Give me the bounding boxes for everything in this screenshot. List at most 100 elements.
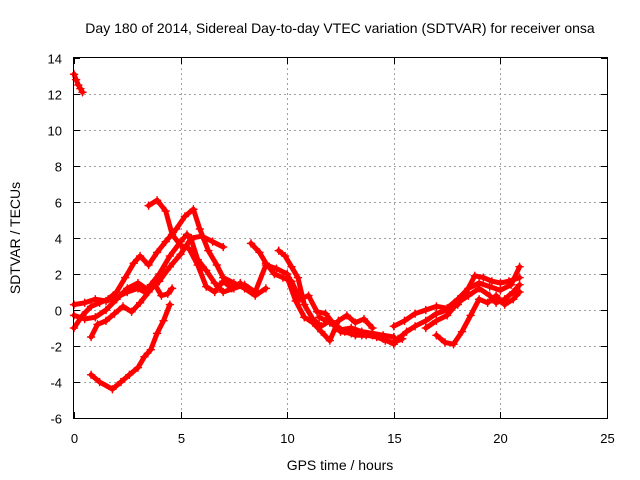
data-point bbox=[210, 278, 219, 288]
y-tick-label: 10 bbox=[48, 124, 62, 139]
data-point bbox=[91, 312, 100, 322]
data-point bbox=[155, 276, 164, 286]
data-point bbox=[172, 224, 181, 234]
series-arc-7 bbox=[144, 195, 245, 297]
data-point bbox=[163, 289, 173, 299]
data-point bbox=[125, 370, 134, 380]
data-point bbox=[118, 302, 128, 311]
data-point bbox=[449, 339, 458, 349]
data-point bbox=[457, 327, 467, 336]
data-point bbox=[246, 239, 256, 248]
chart-title: Day 180 of 2014, Sidereal Day-to-day VTE… bbox=[85, 20, 595, 36]
y-tick-label: 4 bbox=[55, 232, 62, 247]
data-point bbox=[485, 291, 494, 300]
data-point bbox=[103, 294, 113, 304]
data-point bbox=[342, 311, 352, 320]
data-point bbox=[144, 201, 153, 210]
data-point bbox=[197, 231, 207, 241]
series-arc-8 bbox=[246, 239, 407, 347]
series-layer bbox=[69, 69, 524, 394]
data-point bbox=[393, 334, 403, 344]
data-point bbox=[101, 305, 111, 315]
data-point bbox=[515, 262, 524, 272]
data-point bbox=[280, 251, 290, 261]
x-tick-label: 25 bbox=[600, 431, 614, 446]
data-point bbox=[255, 248, 264, 257]
data-point bbox=[453, 298, 463, 308]
data-point bbox=[157, 291, 166, 300]
x-tick-labels: 0 5 10 15 20 25 bbox=[71, 431, 615, 446]
y-tick-label: 0 bbox=[55, 304, 62, 319]
data-point bbox=[421, 323, 431, 333]
data-point bbox=[133, 278, 143, 288]
data-point bbox=[135, 298, 145, 308]
data-point bbox=[474, 294, 484, 304]
data-point bbox=[146, 345, 156, 354]
data-point bbox=[351, 318, 360, 327]
data-point bbox=[293, 273, 303, 282]
data-point bbox=[421, 305, 431, 315]
data-point bbox=[227, 284, 237, 293]
data-point bbox=[389, 339, 399, 349]
data-point bbox=[110, 309, 119, 318]
data-point bbox=[101, 316, 111, 326]
data-point bbox=[93, 320, 102, 329]
data-point bbox=[400, 316, 409, 326]
data-point bbox=[144, 287, 153, 297]
x-tick-label: 15 bbox=[387, 431, 401, 446]
data-point bbox=[193, 260, 202, 270]
series-trace bbox=[395, 273, 523, 342]
series-arc-12 bbox=[389, 262, 524, 331]
data-point bbox=[389, 332, 399, 342]
data-point bbox=[218, 242, 228, 252]
data-point bbox=[152, 329, 162, 338]
data-point bbox=[325, 336, 335, 345]
x-tick-label: 10 bbox=[280, 431, 294, 446]
data-point bbox=[189, 204, 198, 214]
data-point bbox=[432, 309, 441, 318]
data-point bbox=[152, 195, 162, 205]
data-point bbox=[176, 240, 185, 250]
data-point bbox=[165, 251, 175, 261]
data-point bbox=[123, 284, 132, 293]
y-tick-label: -4 bbox=[50, 376, 62, 391]
data-point bbox=[112, 294, 121, 304]
data-point bbox=[180, 212, 190, 221]
data-point bbox=[346, 323, 356, 333]
y-tick-label: 12 bbox=[48, 88, 62, 103]
data-point bbox=[204, 246, 213, 255]
data-point bbox=[201, 266, 211, 275]
data-point bbox=[304, 291, 313, 300]
data-point bbox=[357, 327, 367, 336]
data-point bbox=[270, 269, 279, 279]
y-tick-label: 8 bbox=[55, 160, 62, 175]
data-point bbox=[314, 312, 324, 322]
data-point bbox=[432, 330, 441, 340]
data-point bbox=[152, 248, 162, 257]
y-tick-label: -2 bbox=[50, 340, 62, 355]
data-point bbox=[496, 278, 505, 288]
data-point bbox=[470, 271, 480, 281]
data-point bbox=[218, 276, 228, 286]
data-point bbox=[116, 377, 126, 387]
data-point bbox=[483, 298, 492, 308]
data-point bbox=[464, 291, 473, 300]
data-point bbox=[466, 311, 475, 320]
data-point bbox=[150, 280, 160, 290]
series-trace bbox=[248, 240, 405, 345]
data-point bbox=[165, 262, 175, 272]
data-point bbox=[442, 311, 452, 320]
series-trace bbox=[391, 264, 523, 329]
data-point bbox=[167, 230, 177, 239]
data-point bbox=[176, 249, 185, 259]
data-point bbox=[195, 224, 205, 234]
data-point bbox=[201, 282, 211, 291]
grid bbox=[74, 58, 607, 418]
data-point bbox=[421, 316, 431, 326]
data-point bbox=[129, 258, 138, 268]
data-point bbox=[485, 282, 494, 291]
series-arc-10 bbox=[282, 273, 377, 345]
data-point bbox=[208, 237, 217, 246]
data-point bbox=[240, 284, 249, 293]
